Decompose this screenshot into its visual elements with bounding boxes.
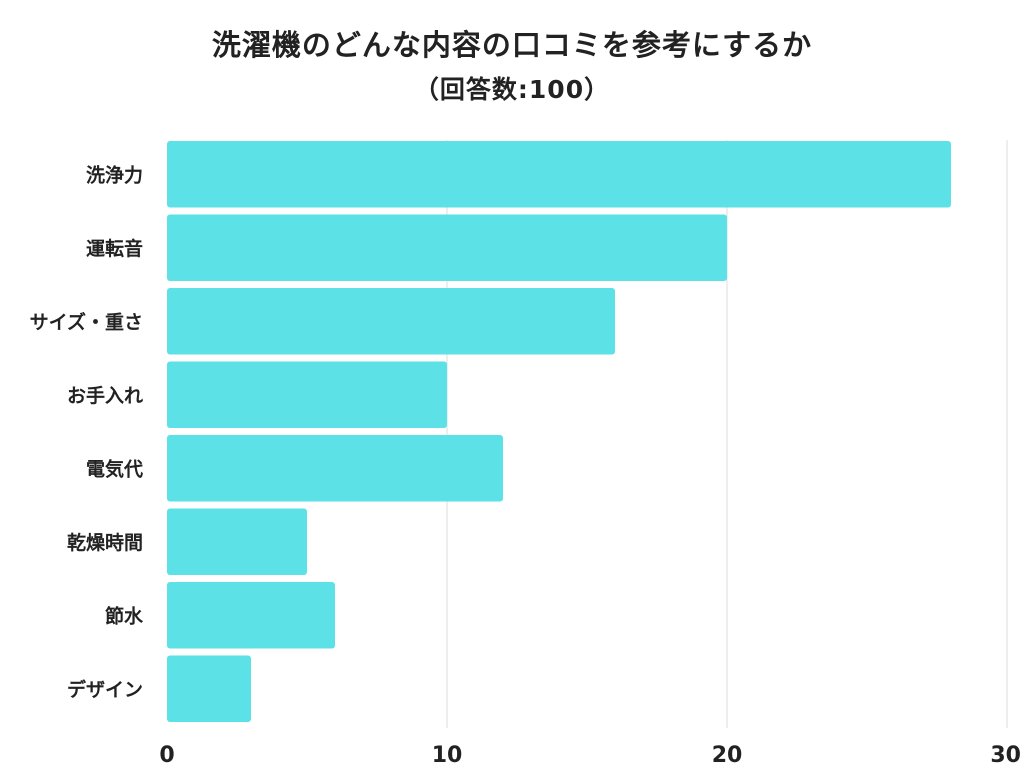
bar-7 xyxy=(167,655,251,722)
category-label: お手入れ xyxy=(67,384,143,407)
x-tick-label: 10 xyxy=(432,743,463,768)
category-label: デザイン xyxy=(67,678,143,701)
bar-4 xyxy=(167,435,503,502)
x-tick-label: 20 xyxy=(712,743,743,768)
x-axis-tick-labels: 0 10 20 30 xyxy=(159,743,1021,768)
chart-subtitle: （回答数:100） xyxy=(413,75,611,104)
bars xyxy=(167,141,951,722)
category-label: 乾燥時間 xyxy=(67,531,143,554)
bar-1 xyxy=(167,214,727,281)
category-label: 運転音 xyxy=(86,237,143,260)
bar-5 xyxy=(167,508,307,575)
bar-3 xyxy=(167,361,447,428)
bar-6 xyxy=(167,582,335,649)
category-label: 電気代 xyxy=(86,457,143,480)
x-tick-label: 30 xyxy=(990,743,1021,768)
bar-0 xyxy=(167,141,951,208)
category-label: 洗浄力 xyxy=(86,163,143,186)
category-label: サイズ・重さ xyxy=(30,310,143,333)
category-label: 節水 xyxy=(105,604,144,627)
bar-2 xyxy=(167,288,615,355)
chart-title: 洗濯機のどんな内容の口コミを参考にするか xyxy=(211,28,813,62)
x-tick-label: 0 xyxy=(159,743,174,768)
